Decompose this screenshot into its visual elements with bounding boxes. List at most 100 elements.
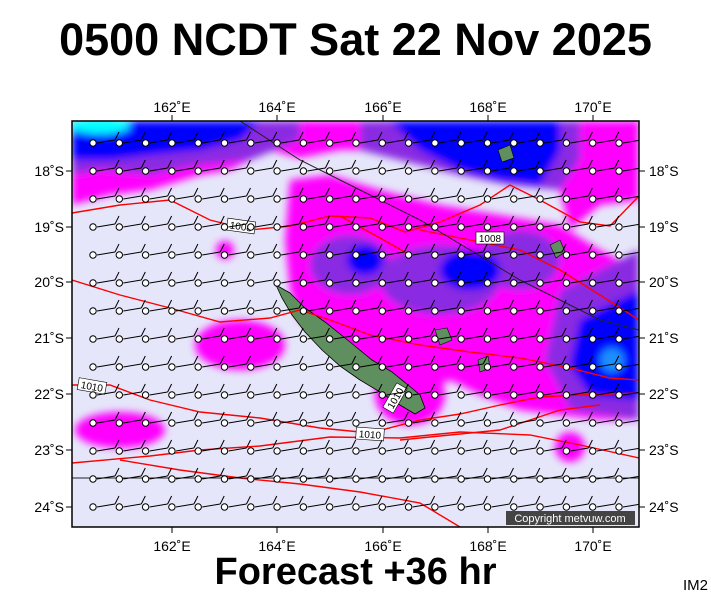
barb-station [273,475,281,483]
wind-barb [562,355,593,371]
barb-shaft [570,279,589,284]
lon-label: 166˚E [364,538,401,554]
barb-station [562,363,571,371]
barb-shaft [333,503,352,508]
barb-feather [430,411,436,421]
barb-feather [246,243,251,253]
barb-station [510,307,518,315]
wind-barb [220,187,251,203]
barb-station [220,503,229,511]
barb-feather [219,355,225,365]
barb-station [510,251,518,259]
barb-shaft [491,475,510,480]
barb-station [431,167,439,175]
barb-shaft [438,475,457,480]
barb-feather [614,215,620,225]
wind-barb [89,299,120,315]
barb-station [220,307,229,315]
wind-barb [89,159,120,175]
wind-barb [194,187,225,203]
barb-feather [114,187,120,197]
barb-station [326,363,334,371]
barb-shaft [202,503,221,508]
barb-station [247,223,255,231]
barb-feather [272,159,278,169]
wind-barb [483,131,514,147]
barb-feather [641,328,645,336]
barb-station [510,419,518,427]
barb-feather [614,131,620,141]
barb-station [589,419,597,427]
wind-barb [562,215,593,231]
wind-barb [562,495,593,511]
barb-station [194,475,202,483]
barb-feather [377,411,383,421]
barb-feather [456,243,462,253]
barb-shaft [96,419,116,424]
barb-feather [561,467,567,477]
wind-barb [168,495,199,511]
barb-feather [114,159,120,169]
barb-shaft [149,503,168,508]
barb-shaft [123,195,142,200]
barb-shaft [491,251,510,256]
wind-barb [378,187,409,203]
barb-feather [167,327,173,337]
barb-station [273,391,281,399]
barb-station [220,279,229,287]
barb-station [378,503,386,511]
barb-shaft [149,335,168,340]
wind-barb [247,355,278,371]
barb-feather [641,272,645,280]
barb-station [483,419,492,427]
barb-shaft [149,391,168,396]
barb-feather [324,467,330,477]
barb-shaft [96,223,116,228]
barb-feather [587,327,593,337]
barb-station [247,447,255,455]
barb-station [89,307,97,315]
wind-barb [615,328,645,343]
barb-shaft [412,279,431,284]
barb-feather [351,299,357,309]
wind-barb [273,327,304,343]
wind-barb [326,327,357,343]
barb-station [115,223,124,231]
barb-feather [140,215,146,225]
barb-shaft [123,223,142,228]
barb-shaft [596,139,615,144]
barb-feather [641,132,645,140]
barb-feather [535,383,541,393]
barb-shaft [281,447,300,452]
wind-barb [299,383,330,399]
barb-feather [587,187,593,197]
barb-shaft [307,167,326,172]
wind-barb [589,495,620,511]
barb-shaft [491,419,510,424]
wind-barb [378,411,409,427]
wind-barb [352,299,383,315]
barb-station [168,419,176,427]
isobar-label: 1010 [80,380,104,395]
barb-station [247,391,255,399]
barb-feather [351,215,357,225]
barb-feather [246,131,251,141]
barb-feather [298,131,304,141]
barb-feather [561,215,567,225]
barb-feather [430,327,436,337]
barb-feather [377,271,383,281]
barb-station [299,447,308,455]
lon-label: 162˚E [153,99,190,115]
barb-feather [561,411,567,421]
barb-feather [641,412,645,420]
wind-barb [326,131,357,147]
wind-barb [89,271,120,287]
land-masses [275,144,566,415]
barb-shaft [517,419,536,424]
barb-station [247,335,255,343]
barb-feather [324,327,330,337]
barb-station [168,251,176,259]
barb-shaft [412,251,431,256]
barb-shaft [359,363,379,368]
